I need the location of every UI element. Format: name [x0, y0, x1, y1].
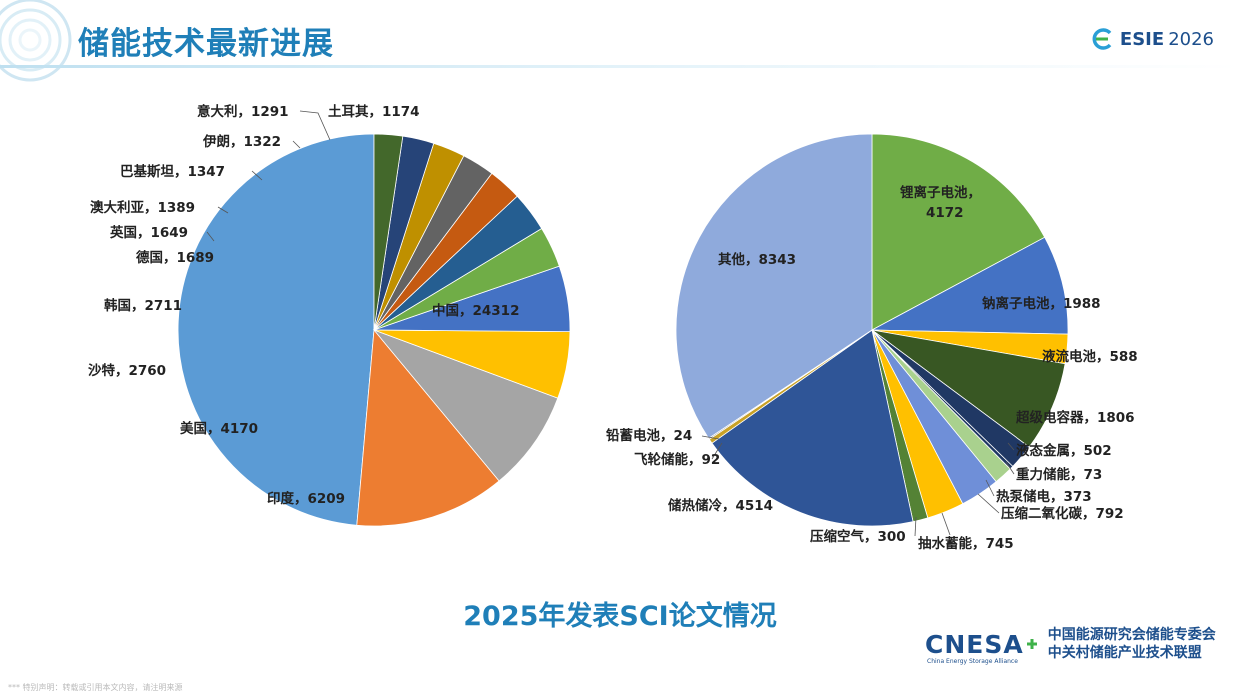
- data-label-重力储能: 重力储能，73: [1016, 466, 1102, 483]
- data-label-铅蓄电池: 铅蓄电池，24: [606, 427, 692, 444]
- cnesa-logo: CNESA China Energy Storage Alliance 中国能源…: [925, 626, 1216, 665]
- leader-line-抽水蓄能: [941, 512, 951, 536]
- data-label-巴基斯坦: 巴基斯坦，1347: [120, 163, 225, 180]
- header-swirl-graphic: [0, 0, 72, 82]
- leader-line-热泵储电: [985, 479, 995, 497]
- data-label-热泵储电: 热泵储电，373: [996, 488, 1092, 505]
- data-label-澳大利亚: 澳大利亚，1389: [90, 199, 195, 216]
- cnesa-org-line2: 中关村储能产业技术联盟: [1047, 645, 1202, 661]
- pie-slice-美国: [372, 329, 559, 482]
- data-label-锂离子电池: 锂离子电池，: [900, 184, 981, 201]
- leader-line-澳大利亚: [217, 206, 229, 214]
- leader-line-飞轮储能: [711, 442, 723, 460]
- data-label-超级电容器: 超级电容器，1806: [1015, 409, 1135, 426]
- leader-line-意大利: [299, 110, 331, 141]
- pie-chart-technologies: 锂离子电池， 4172 钠离子电池，1988 液流电池，588 超级电容器，1806 液态…: [606, 133, 1138, 552]
- data-label-液态金属: 液态金属，502: [1016, 442, 1112, 459]
- pie-slice-储热储冷: [711, 329, 914, 527]
- leader-line-巴基斯坦: [251, 170, 263, 181]
- data-label-意大利: 意大利，1291: [197, 103, 289, 120]
- cnesa-brand-en: China Energy Storage Alliance: [927, 657, 1018, 665]
- chart-caption: 2025年发表SCI论文情况: [463, 601, 777, 632]
- data-label-美国: 美国，4170: [180, 420, 258, 437]
- pie-slice-印度: [356, 328, 500, 527]
- cnesa-brand: CNESA: [925, 629, 1024, 659]
- data-label-液流电池: 液流电池，588: [1042, 348, 1138, 365]
- data-label-储热储冷: 储热储冷，4514: [667, 497, 773, 514]
- data-label-压缩空气: 压缩空气，300: [810, 528, 906, 545]
- pie-slice-中国: [177, 133, 375, 526]
- data-label-钠离子电池: 钠离子电池，1988: [982, 295, 1101, 312]
- leader-line-铅蓄电池: [701, 435, 720, 440]
- data-label-其他: 其他，8343: [718, 251, 796, 268]
- data-label-抽水蓄能: 抽水蓄能，745: [918, 535, 1014, 552]
- esie-logo-year: 2026: [1168, 28, 1214, 50]
- page-title: 储能技术最新进展: [78, 26, 334, 62]
- data-label-德国: 德国，1689: [136, 249, 214, 266]
- leader-line-伊朗: [292, 140, 301, 149]
- leader-line-压缩空气: [914, 516, 917, 537]
- pie-slice-钠离子电池: [870, 236, 1069, 335]
- leader-line-压缩二氧化碳: [977, 493, 1000, 514]
- leader-line-液态金属: [1007, 442, 1015, 451]
- data-label-飞轮储能: 飞轮储能，92: [634, 451, 720, 468]
- title-underline: [0, 65, 1240, 68]
- pie-slice-土耳其: [373, 133, 404, 331]
- data-label-韩国: 韩国，2711: [104, 297, 182, 314]
- esie-logo-icon: [1092, 28, 1112, 50]
- data-label-中国: 中国，24312: [432, 302, 519, 319]
- leader-line-英国: [206, 231, 215, 242]
- data-label-压缩二氧化碳: 压缩二氧化碳，792: [1001, 505, 1124, 522]
- leader-line-重力储能: [1005, 461, 1015, 475]
- cnesa-plus-icon: [1026, 639, 1037, 649]
- pie-chart-countries: 中国，24312 印度，6209 美国，4170 沙特，2760 韩国，2711 德国，1…: [88, 103, 571, 527]
- pie-charts: CNESA 中国能源研究会储能专委会 中关村储能产业技术联盟 CNESA 中国能…: [88, 103, 1138, 552]
- data-label-沙特: 沙特，2760: [88, 362, 166, 379]
- esie-logo: ESIE 2026: [1088, 28, 1214, 50]
- pie-slice-锂离子电池: [871, 133, 1046, 331]
- cnesa-org-line1: 中国能源研究会储能专委会: [1047, 627, 1216, 643]
- pie-slice-其他: [675, 133, 873, 439]
- data-label-印度: 印度，6209: [267, 490, 345, 507]
- data-label-英国: 英国，1649: [109, 224, 188, 241]
- data-label-土耳其: 土耳其，1174: [328, 103, 420, 120]
- data-label-伊朗: 伊朗，1322: [202, 133, 281, 150]
- footnote: *** 特别声明：转载或引用本文内容，请注明来源: [8, 683, 183, 692]
- data-value-锂离子电池: 4172: [926, 205, 964, 221]
- esie-logo-text: ESIE: [1119, 28, 1165, 50]
